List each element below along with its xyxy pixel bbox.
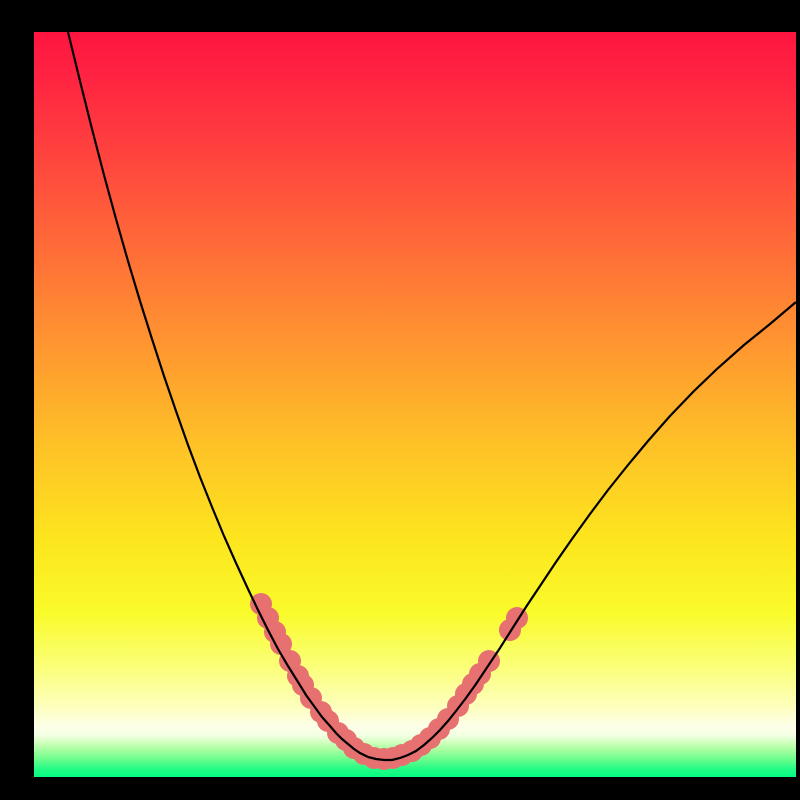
frame-border-left <box>0 0 34 800</box>
frame-border-top <box>0 0 800 32</box>
frame-border-bottom <box>0 777 800 800</box>
chart-svg <box>34 32 796 777</box>
frame-border-right <box>796 0 800 800</box>
chart-plot-area <box>34 32 796 777</box>
